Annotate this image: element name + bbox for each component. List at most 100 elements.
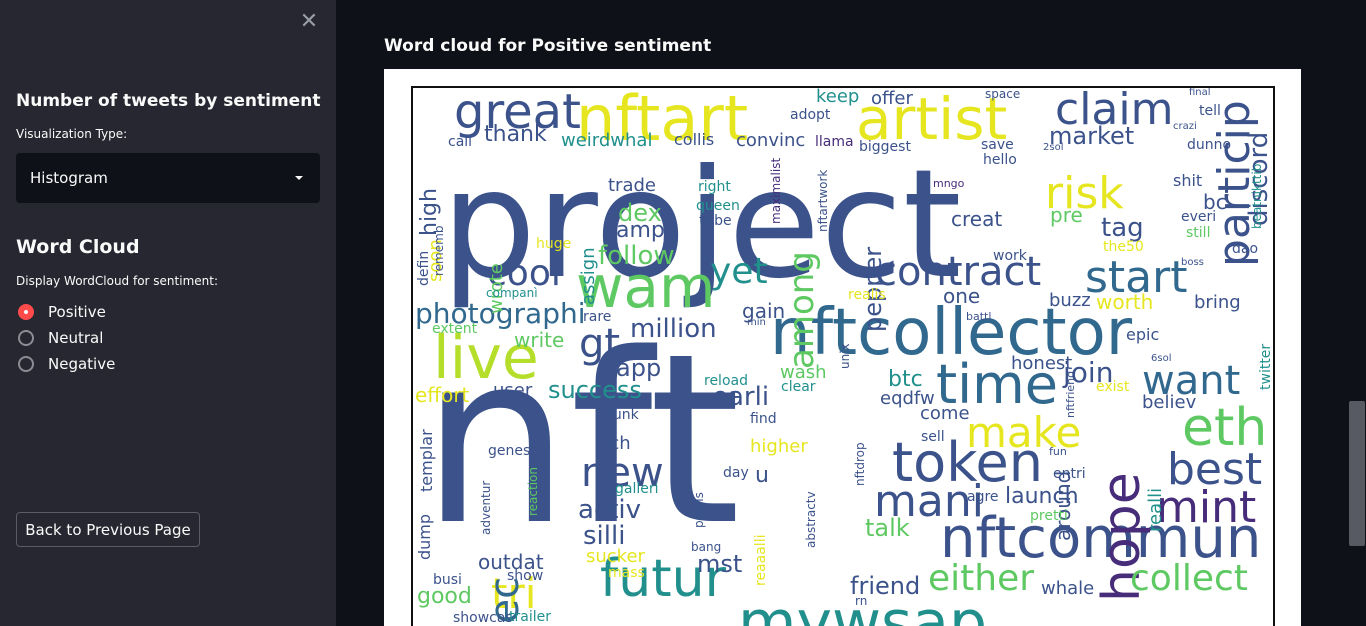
wordcloud-word: defin	[416, 250, 432, 286]
close-icon[interactable]: ✕	[299, 9, 319, 34]
wordcloud-word: boss	[1181, 257, 1204, 268]
wordcloud-word: nftfriend	[1064, 370, 1077, 418]
wordcloud-word: worth	[1096, 290, 1154, 314]
sentiment-count-heading: Number of tweets by sentiment	[16, 91, 321, 111]
wordcloud-word: time	[936, 353, 1059, 416]
wordcloud-word: right	[698, 179, 731, 195]
viz-type-select[interactable]: Histogram	[16, 153, 320, 203]
page-title: Word cloud for Positive sentiment	[384, 36, 712, 56]
wordcloud-word: final	[1189, 87, 1211, 98]
wordcloud-word: rememb	[432, 225, 446, 276]
wordcloud-word: pretti	[1030, 508, 1068, 524]
wordcloud-plot: project nft nftart artist great claim particip…	[411, 86, 1275, 626]
wordcloud-word: join	[1063, 356, 1114, 389]
wordcloud-word: gain	[742, 299, 786, 323]
wordcloud-word: busi	[433, 572, 462, 588]
wordcloud-word: everi	[1181, 209, 1217, 225]
wordcloud-word: convinc	[736, 130, 806, 151]
wordcloud-word: collis	[674, 130, 715, 149]
wordcloud-word: nftdrop	[853, 442, 867, 486]
wordcloud-word: outdat	[478, 550, 544, 574]
wordcloud-heading: Word Cloud	[16, 236, 140, 258]
wordcloud-word: 2sol	[1043, 142, 1064, 153]
wordcloud-word: punk	[604, 407, 639, 423]
wordcloud-word: exist	[1096, 379, 1130, 395]
wordcloud-word: creat	[951, 207, 1003, 231]
viz-type-label: Visualization Type:	[16, 127, 128, 141]
wordcloud-word: gt	[579, 321, 621, 367]
wordcloud-word: extent	[432, 321, 478, 337]
wordcloud-word: collect	[1130, 558, 1248, 599]
wordcloud-word: photographi	[415, 297, 586, 330]
wordcloud-word: companì	[486, 286, 538, 300]
wordcloud-word: make	[966, 408, 1082, 457]
wordcloud-label: Display WordCloud for sentiment:	[16, 274, 219, 288]
scrollbar-thumb[interactable]	[1349, 401, 1365, 546]
wordcloud-word: mst	[697, 550, 743, 578]
wordcloud-word: queen	[696, 198, 740, 214]
wordcloud-word: trade	[608, 175, 656, 196]
wordcloud-word: offer	[871, 88, 913, 109]
wordcloud-word: epic	[1126, 325, 1160, 344]
wordcloud-word: new	[581, 450, 664, 496]
radio-unselected-icon	[18, 356, 34, 372]
wordcloud-word: llama	[815, 134, 854, 150]
wordcloud-word: artist	[856, 86, 1008, 153]
wordcloud-word: great	[454, 86, 581, 140]
wordcloud-word: twitter	[1258, 343, 1274, 390]
wordcloud-word: futur	[600, 549, 726, 609]
wordcloud-word: market	[1049, 122, 1135, 150]
wordcloud-word: honest	[1011, 353, 1073, 374]
wordcloud-word: start	[1085, 252, 1188, 303]
wordcloud-word: tag	[1101, 213, 1144, 243]
wordcloud-word: tell	[1199, 103, 1221, 119]
viz-type-value: Histogram	[30, 169, 108, 187]
wordcloud-word: rare	[583, 309, 612, 325]
wordcloud-word: nftart	[576, 86, 749, 155]
back-button[interactable]: Back to Previous Page	[16, 512, 200, 547]
wordcloud-word: btc	[888, 367, 923, 392]
wordcloud-word: friend	[850, 572, 921, 600]
radio-label: Positive	[48, 303, 106, 321]
wordcloud-word: reload	[704, 373, 748, 389]
wordcloud-word: space	[985, 87, 1021, 101]
wordcloud-word: reaaalli	[753, 534, 769, 586]
wordcloud-word: mass	[608, 565, 645, 581]
wordcloud-word: showcas	[453, 610, 513, 626]
wordcloud-word: token	[892, 431, 1044, 494]
wordcloud-word: adopt	[790, 107, 831, 123]
chevron-down-icon	[295, 176, 303, 180]
wordcloud-word: bring	[1194, 292, 1241, 313]
wordcloud-word: best	[1167, 444, 1263, 495]
wordcloud-word: earli	[712, 382, 770, 412]
wordcloud-word: tribe	[699, 213, 732, 229]
wordcloud-word: biggest	[859, 139, 911, 155]
wordcloud-word: link	[630, 342, 655, 358]
wordcloud-word: claim	[1055, 86, 1174, 135]
wordcloud-word: sucker	[586, 546, 645, 567]
radio-label: Negative	[48, 355, 116, 373]
wordcloud-word: save	[981, 137, 1014, 153]
wordcloud-word: dump	[415, 513, 434, 560]
wordcloud-word: bc	[1203, 190, 1227, 214]
wordcloud-word: activ	[578, 495, 642, 525]
wordcloud-word: wam	[576, 253, 716, 321]
wordcloud-word: templar	[417, 429, 436, 492]
wordcloud-word: genesi	[488, 443, 535, 459]
wordcloud-word: talk	[865, 514, 910, 542]
wordcloud-word: good	[417, 584, 472, 609]
wordcloud-word: yet	[710, 251, 768, 292]
wordcloud-word: huge	[536, 236, 572, 252]
wordcloud-word: work	[993, 248, 1027, 264]
wordcloud-word: realis	[848, 287, 886, 303]
wordcloud-word: rich	[597, 433, 631, 454]
wordcloud-word: nft	[421, 304, 741, 577]
wordcloud-word: adventur	[479, 480, 493, 535]
wordcloud-word: thank	[484, 122, 547, 147]
wordcloud-word: rn	[855, 594, 868, 608]
wordcloud-word: come	[920, 403, 970, 424]
wordcloud-word: precis	[692, 492, 706, 528]
wordcloud-word: weirdwhal	[561, 130, 653, 151]
wordcloud-word: eth	[1182, 398, 1268, 458]
radio-label: Neutral	[48, 329, 104, 347]
